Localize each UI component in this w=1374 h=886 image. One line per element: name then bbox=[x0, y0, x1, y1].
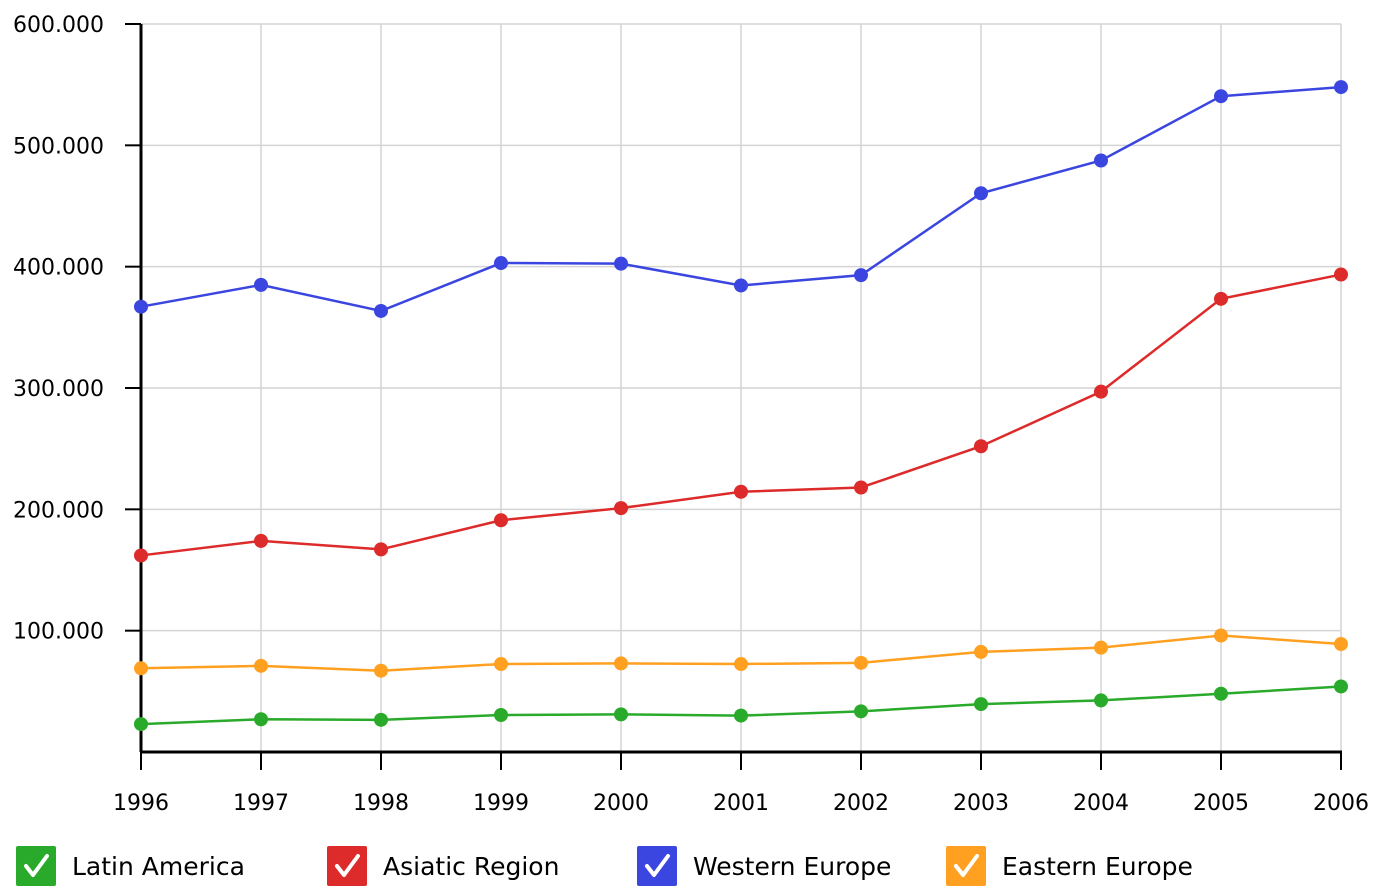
checkmark-icon[interactable] bbox=[946, 846, 986, 886]
legend-item-eastern-europe[interactable]: Eastern Europe bbox=[946, 846, 1193, 886]
data-point-latin-america[interactable] bbox=[734, 708, 748, 723]
x-tick-label: 2005 bbox=[1193, 791, 1249, 816]
x-tick-label: 2000 bbox=[593, 791, 649, 816]
data-point-asiatic-region[interactable] bbox=[1214, 291, 1228, 306]
data-point-eastern-europe[interactable] bbox=[974, 644, 988, 659]
data-point-asiatic-region[interactable] bbox=[854, 480, 868, 495]
data-point-western-europe[interactable] bbox=[974, 186, 988, 201]
data-point-asiatic-region[interactable] bbox=[494, 513, 508, 528]
data-point-latin-america[interactable] bbox=[614, 707, 628, 722]
series-lines bbox=[134, 80, 1348, 732]
x-tick-label: 1996 bbox=[113, 791, 169, 816]
x-tick-label: 1997 bbox=[233, 791, 289, 816]
x-tick-label: 2006 bbox=[1313, 791, 1369, 816]
data-point-latin-america[interactable] bbox=[134, 717, 148, 732]
line-chart: 100.000 200.000 300.000 400.000 500.000 600.0… bbox=[13, 13, 1369, 816]
y-tick-label: 400.000 bbox=[13, 256, 104, 281]
data-point-latin-america[interactable] bbox=[1214, 686, 1228, 701]
x-tick-label: 1998 bbox=[353, 791, 409, 816]
checkmark-icon[interactable] bbox=[16, 846, 56, 886]
data-point-eastern-europe[interactable] bbox=[1214, 628, 1228, 643]
x-axis-tick-labels: 1996 1997 1998 1999 2000 2001 2002 2003 2004 2005… bbox=[113, 791, 1369, 816]
data-point-latin-america[interactable] bbox=[854, 704, 868, 719]
data-point-eastern-europe[interactable] bbox=[254, 658, 268, 673]
data-point-eastern-europe[interactable] bbox=[854, 655, 868, 670]
data-point-asiatic-region[interactable] bbox=[1094, 384, 1108, 399]
y-tick-label: 100.000 bbox=[13, 620, 104, 645]
data-point-western-europe[interactable] bbox=[374, 303, 388, 318]
x-tick-label: 2004 bbox=[1073, 791, 1129, 816]
legend-label: Eastern Europe bbox=[1002, 851, 1193, 881]
data-point-asiatic-region[interactable] bbox=[974, 439, 988, 454]
axes bbox=[125, 23, 1342, 770]
y-tick-label: 600.000 bbox=[13, 13, 104, 38]
legend-label: Latin America bbox=[72, 851, 245, 881]
data-point-eastern-europe[interactable] bbox=[374, 663, 388, 678]
data-point-eastern-europe[interactable] bbox=[614, 656, 628, 671]
data-point-asiatic-region[interactable] bbox=[734, 484, 748, 499]
y-tick-label: 500.000 bbox=[13, 134, 104, 159]
series-western-europe bbox=[134, 80, 1348, 318]
x-tick-label: 1999 bbox=[473, 791, 529, 816]
data-point-latin-america[interactable] bbox=[254, 712, 268, 727]
data-point-eastern-europe[interactable] bbox=[1094, 640, 1108, 655]
data-point-eastern-europe[interactable] bbox=[134, 661, 148, 676]
data-point-eastern-europe[interactable] bbox=[1334, 637, 1348, 652]
x-tick-label: 2002 bbox=[833, 791, 889, 816]
x-tick-label: 2003 bbox=[953, 791, 1009, 816]
data-point-eastern-europe[interactable] bbox=[494, 657, 508, 672]
data-point-latin-america[interactable] bbox=[374, 712, 388, 727]
y-tick-label: 200.000 bbox=[13, 498, 104, 523]
data-point-western-europe[interactable] bbox=[494, 256, 508, 271]
data-point-latin-america[interactable] bbox=[1094, 693, 1108, 708]
data-point-latin-america[interactable] bbox=[974, 697, 988, 712]
data-point-latin-america[interactable] bbox=[494, 707, 508, 722]
data-point-western-europe[interactable] bbox=[734, 278, 748, 293]
checkmark-icon[interactable] bbox=[327, 846, 367, 886]
y-axis-tick-labels: 100.000 200.000 300.000 400.000 500.000 600.0… bbox=[13, 13, 104, 645]
series-eastern-europe bbox=[134, 628, 1348, 678]
data-point-western-europe[interactable] bbox=[1214, 89, 1228, 104]
data-point-western-europe[interactable] bbox=[1094, 153, 1108, 168]
legend-item-western-europe[interactable]: Western Europe bbox=[637, 846, 891, 886]
data-point-asiatic-region[interactable] bbox=[1334, 267, 1348, 282]
data-point-eastern-europe[interactable] bbox=[734, 657, 748, 672]
legend-label: Western Europe bbox=[693, 851, 892, 881]
series-latin-america bbox=[134, 679, 1348, 732]
data-point-western-europe[interactable] bbox=[854, 268, 868, 283]
data-point-western-europe[interactable] bbox=[1334, 80, 1348, 95]
data-point-latin-america[interactable] bbox=[1334, 679, 1348, 694]
checkmark-icon[interactable] bbox=[637, 846, 677, 886]
legend: Latin America Asiatic Region Western Europ… bbox=[0, 842, 1374, 886]
data-point-asiatic-region[interactable] bbox=[254, 533, 268, 548]
data-point-western-europe[interactable] bbox=[614, 256, 628, 271]
data-point-western-europe[interactable] bbox=[254, 277, 268, 292]
data-point-asiatic-region[interactable] bbox=[134, 548, 148, 563]
legend-label: Asiatic Region bbox=[383, 851, 560, 881]
data-point-western-europe[interactable] bbox=[134, 299, 148, 314]
legend-item-asiatic-region[interactable]: Asiatic Region bbox=[327, 846, 559, 886]
y-tick-label: 300.000 bbox=[13, 377, 104, 402]
data-point-asiatic-region[interactable] bbox=[374, 542, 388, 557]
grid-lines bbox=[141, 23, 1342, 752]
series-asiatic-region bbox=[134, 267, 1348, 563]
legend-item-latin-america[interactable]: Latin America bbox=[16, 846, 245, 886]
x-tick-label: 2001 bbox=[713, 791, 769, 816]
data-point-asiatic-region[interactable] bbox=[614, 501, 628, 516]
